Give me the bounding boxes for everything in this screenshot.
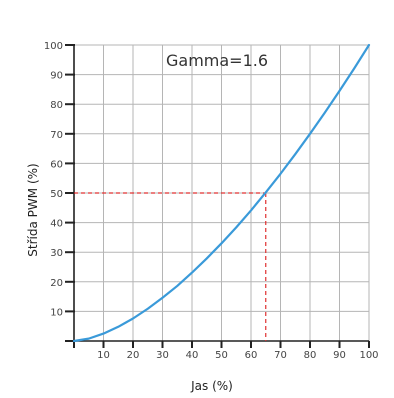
x-tick-label: 10 (97, 350, 110, 361)
y-tick-label: 70 (50, 130, 63, 141)
y-tick-label: 100 (44, 41, 63, 52)
x-tick-label: 90 (333, 350, 346, 361)
x-tick-label: 40 (186, 350, 199, 361)
y-tick-label: 40 (50, 219, 63, 230)
y-tick-label: 10 (50, 307, 63, 318)
y-tick-label: 30 (50, 248, 63, 259)
series-layer (72, 43, 371, 343)
x-tick-label: 20 (127, 350, 140, 361)
y-axis-label: Střída PWM (%) (26, 163, 40, 256)
y-tick-label: 50 (50, 189, 63, 200)
y-tick-label: 80 (50, 100, 63, 111)
x-tick-label: 50 (215, 350, 228, 361)
y-tick-label: 60 (50, 159, 63, 170)
y-tick-label: 90 (50, 71, 63, 82)
chart-title: Gamma=1.6 (166, 51, 268, 70)
y-tick-label: 20 (50, 278, 63, 289)
x-axis-label: Jas (%) (190, 379, 233, 393)
guide-lines (74, 192, 267, 341)
x-tick-label: 70 (274, 350, 287, 361)
x-tick-label: 60 (245, 350, 258, 361)
tick-labels: 10 20 30 40 50 60 70 80 90 100 10 20 30 40 50 60 70 80 90 1… (44, 41, 379, 361)
series-line (72, 43, 371, 343)
x-tick-label: 80 (304, 350, 317, 361)
x-tick-label: 100 (359, 350, 378, 361)
x-tick-label: 30 (156, 350, 169, 361)
